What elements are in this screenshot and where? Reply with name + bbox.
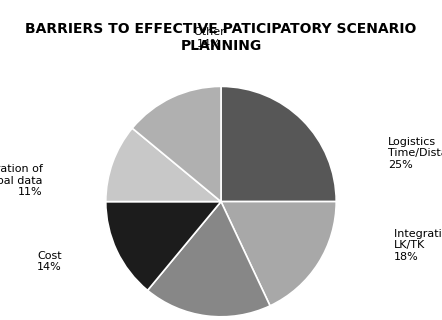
Text: Logistics
Time/Distance
25%: Logistics Time/Distance 25% <box>388 137 442 170</box>
Text: Integration of
local/global data
11%: Integration of local/global data 11% <box>0 164 42 197</box>
Wedge shape <box>148 202 270 317</box>
Wedge shape <box>106 202 221 290</box>
Wedge shape <box>132 86 221 202</box>
Wedge shape <box>106 128 221 202</box>
Text: Other
14%: Other 14% <box>194 27 225 49</box>
Wedge shape <box>221 86 336 202</box>
Text: Integration of
LK/TK
18%: Integration of LK/TK 18% <box>394 229 442 262</box>
Wedge shape <box>221 202 336 306</box>
Text: BARRIERS TO EFFECTIVE PATICIPATORY SCENARIO
PLANNING: BARRIERS TO EFFECTIVE PATICIPATORY SCENA… <box>25 22 417 52</box>
Text: Cost
14%: Cost 14% <box>37 251 62 272</box>
